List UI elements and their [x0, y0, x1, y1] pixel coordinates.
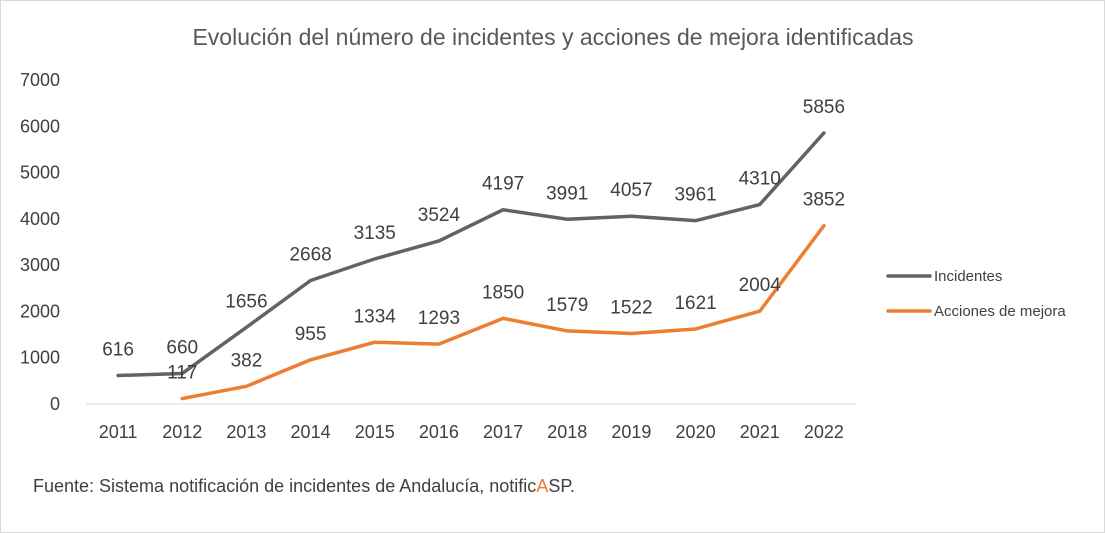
x-tick-label: 2017 [483, 422, 523, 442]
data-label: 1656 [225, 291, 267, 312]
data-label: 1293 [418, 308, 460, 329]
x-tick-label: 2019 [611, 422, 651, 442]
data-label: 5856 [803, 97, 845, 118]
x-tick-label: 2016 [419, 422, 459, 442]
y-tick-label: 4000 [20, 209, 60, 229]
y-tick-label: 6000 [20, 116, 60, 136]
data-label: 1850 [482, 282, 524, 303]
source-suffix: SP. [548, 476, 576, 496]
y-tick-label: 7000 [20, 70, 60, 90]
data-label: 3524 [418, 205, 461, 226]
data-label: 1334 [354, 306, 397, 327]
source-accent: A [536, 476, 549, 496]
data-label: 3135 [354, 223, 396, 244]
y-tick-label: 2000 [20, 301, 60, 321]
data-label: 3961 [674, 185, 716, 206]
data-label: 117 [167, 363, 197, 384]
y-tick-label: 0 [50, 394, 60, 414]
x-tick-label: 2011 [99, 422, 138, 442]
y-tick-label: 5000 [20, 163, 60, 183]
data-label: 1621 [674, 293, 716, 314]
data-label: 1522 [610, 298, 652, 319]
data-label: 4057 [610, 180, 652, 201]
x-tick-label: 2020 [676, 422, 716, 442]
x-tick-label: 2014 [291, 422, 331, 442]
source-prefix: Fuente: Sistema notificación de incident… [33, 476, 537, 496]
chart-title: Evolución del número de incidentes y acc… [192, 24, 913, 50]
x-tick-label: 2018 [547, 422, 587, 442]
data-label: 955 [295, 324, 327, 345]
x-tick-label: 2021 [740, 422, 780, 442]
data-label: 616 [102, 339, 134, 360]
legend-label: Acciones de mejora [934, 303, 1066, 320]
x-tick-label: 2012 [162, 422, 202, 442]
x-tick-label: 2013 [226, 422, 266, 442]
data-label: 4310 [739, 169, 781, 190]
data-label: 3852 [803, 190, 845, 211]
data-label: 2004 [739, 275, 782, 296]
x-tick-label: 2022 [804, 422, 844, 442]
data-label: 2668 [289, 245, 331, 266]
legend-label: Incidentes [934, 268, 1002, 285]
data-label: 660 [166, 337, 198, 358]
series-line-1 [116, 131, 826, 378]
source-note: Fuente: Sistema notificación de incident… [33, 476, 575, 497]
series-line-2 [180, 223, 826, 401]
data-label: 1579 [546, 295, 588, 316]
data-label: 4197 [482, 174, 524, 195]
y-tick-label: 1000 [20, 348, 60, 368]
x-tick-label: 2015 [355, 422, 395, 442]
y-tick-label: 3000 [20, 255, 60, 275]
data-label: 3991 [546, 183, 588, 204]
data-label: 382 [231, 350, 263, 371]
